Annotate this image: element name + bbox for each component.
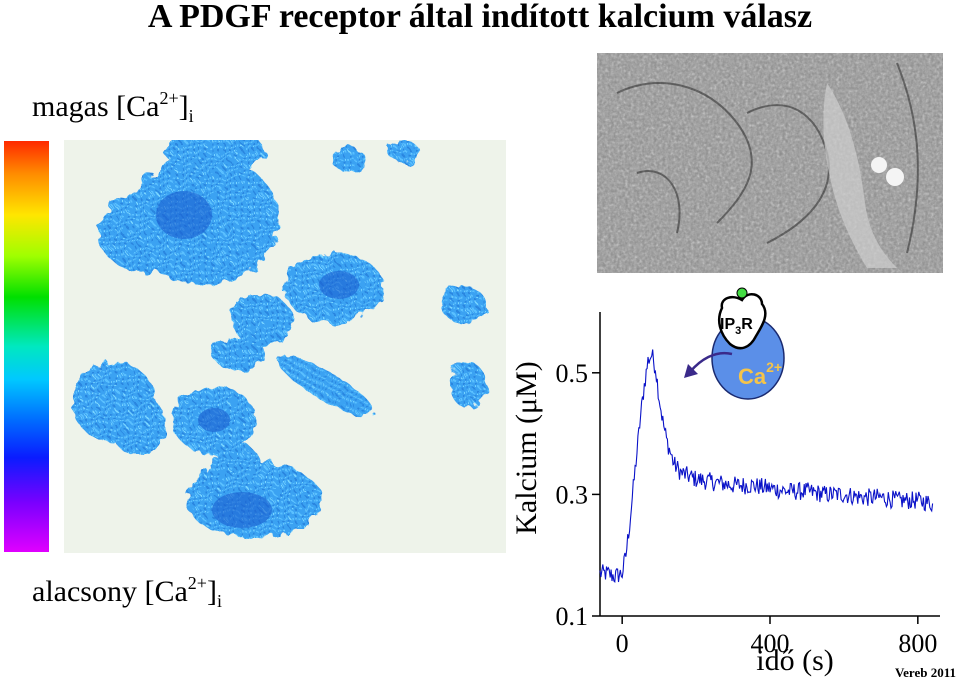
cell-core-4 (198, 408, 230, 432)
x-axis-title: idő (s) (756, 644, 834, 677)
cell-outline-4 (896, 62, 919, 254)
brightfield-photo (597, 53, 943, 273)
legend-high-prefix: magas [Ca (32, 90, 160, 123)
cell-blob-8 (213, 338, 265, 370)
receptor-text: IP3R (720, 316, 753, 337)
legend-low-sup: 2+ (187, 573, 207, 593)
bright-spot-2 (886, 168, 904, 186)
ip3-receptor-icon (718, 292, 767, 350)
receptor-suffix: R (741, 316, 753, 333)
calcium-trace (599, 349, 934, 583)
legend-high-label: magas [Ca2+]i (32, 88, 194, 126)
y-tick-label-1: 0.3 (556, 480, 589, 509)
y-tick-label-0: 0.1 (556, 602, 589, 631)
ip3-receptor-schematic: IP3R Ca2+ (684, 287, 785, 400)
cell-blob-13 (110, 395, 166, 455)
chart-svg: Kalcium (μM) idő (s) 0.1 0.3 0.5 0 400 800 IP… (510, 287, 940, 677)
ion-text: Ca2+ (738, 359, 782, 389)
legend-low-label: alacsony [Ca2+]i (32, 573, 222, 611)
release-arrowhead-icon (684, 364, 698, 378)
y-axis-title: Kalcium (μM) (510, 361, 543, 535)
legend-high-close: ] (178, 90, 189, 123)
cell-blob-11 (450, 362, 486, 408)
x-tick-label-2: 800 (898, 629, 937, 658)
x-tick-label-1: 400 (751, 629, 790, 658)
cell-outline-3 (636, 170, 681, 234)
calcium-chart: Kalcium (μM) idő (s) 0.1 0.3 0.5 0 400 800 IP… (500, 280, 960, 682)
agonist-dot-icon (736, 287, 748, 299)
x-tick-label-0: 0 (616, 629, 629, 658)
legend-low-sub: i (216, 591, 222, 611)
calcium-cell-image (64, 140, 506, 553)
bright-cell (823, 83, 897, 268)
calcium-colorbar (4, 141, 49, 552)
cell-core-2 (319, 271, 359, 299)
legend-low-prefix: alacsony [Ca (32, 575, 188, 608)
cell-core-1 (156, 191, 212, 239)
slide-title: A PDGF receptor által indított kalcium v… (147, 0, 813, 35)
bright-spot-1 (871, 157, 887, 173)
cell-blob-4 (332, 148, 366, 172)
cell-outline-1 (616, 82, 753, 224)
legend-low-close: ] (206, 575, 217, 608)
credit-text: Vereb 2011 (894, 665, 956, 680)
legend-high-sup: 2+ (159, 88, 179, 108)
ion-sup: 2+ (766, 359, 782, 375)
cell-blob-9 (277, 355, 375, 417)
receptor-sub: 3 (735, 325, 741, 337)
receptor-prefix: IP (720, 316, 735, 333)
cell-blob-10 (442, 286, 486, 324)
cell-core-3 (212, 492, 272, 528)
cell-blob-5 (388, 142, 420, 162)
ion-label: Ca (738, 364, 767, 389)
cell-blob-16 (212, 443, 260, 487)
y-tick-label-2: 0.5 (556, 359, 589, 388)
cell-blob-3 (164, 140, 264, 172)
cell-blob-7 (232, 294, 292, 346)
photo-svg (597, 53, 943, 273)
legend-high-sub: i (188, 106, 194, 126)
cell-image-svg (72, 140, 486, 538)
